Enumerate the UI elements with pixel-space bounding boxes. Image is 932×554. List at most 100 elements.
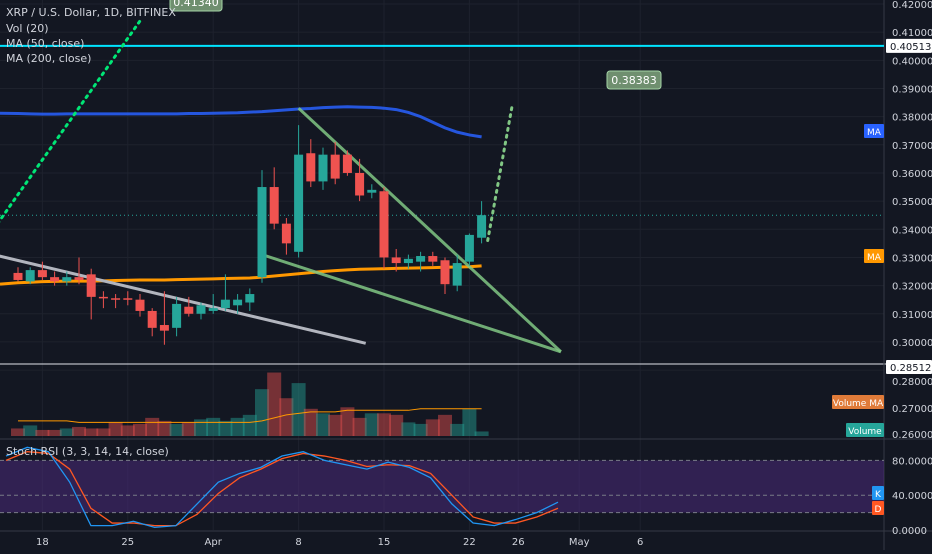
candle[interactable] [86, 268, 96, 320]
candle[interactable] [123, 291, 133, 306]
ma200-line[interactable] [0, 105, 482, 139]
volume-bar[interactable] [316, 413, 330, 436]
volume-bar[interactable] [242, 414, 257, 436]
candle[interactable] [391, 248, 401, 272]
candle[interactable] [257, 170, 267, 283]
candle[interactable] [135, 294, 145, 317]
candle[interactable] [464, 233, 474, 266]
candle[interactable] [428, 251, 438, 266]
volume-bar[interactable] [438, 414, 452, 436]
volume-bar[interactable] [84, 428, 99, 436]
candle[interactable] [172, 296, 182, 337]
candle[interactable] [318, 147, 328, 190]
stoch-rsi-d-line[interactable] [5, 451, 559, 527]
candle[interactable] [306, 139, 316, 188]
candle[interactable] [355, 158, 365, 202]
ma50-line[interactable] [0, 264, 482, 286]
volume-bar[interactable] [145, 417, 160, 436]
candle[interactable] [98, 291, 108, 309]
candle[interactable] [367, 184, 377, 199]
candle[interactable] [147, 308, 157, 337]
volume-bar[interactable] [169, 423, 184, 436]
symbol-title[interactable]: XRP / U.S. Dollar, 1D, BITFINEX [6, 6, 176, 19]
candle[interactable] [74, 257, 84, 285]
candle[interactable] [37, 261, 47, 280]
volume-bar[interactable] [279, 398, 294, 436]
ma50-axis-badge[interactable]: MA [864, 249, 884, 263]
volume-bar[interactable] [462, 408, 477, 436]
candle[interactable] [477, 201, 487, 244]
volume-axis-badge[interactable]: Volume [846, 423, 884, 437]
candle[interactable] [281, 218, 291, 255]
stoch-rsi-k-line[interactable] [5, 446, 559, 529]
volume-bar[interactable] [413, 423, 428, 436]
volume-bar[interactable] [401, 422, 416, 436]
volume-bar[interactable] [35, 429, 50, 436]
volume-bar[interactable] [328, 414, 343, 436]
volume-bar[interactable] [267, 372, 282, 436]
volume-bar[interactable] [194, 419, 208, 436]
top-price-label[interactable]: 0.41340 [169, 0, 223, 12]
candle[interactable] [25, 267, 35, 285]
candle[interactable] [184, 296, 194, 317]
ma200-axis-badge[interactable]: MA [864, 124, 884, 138]
candle[interactable] [245, 288, 255, 311]
volume-bar[interactable] [255, 389, 269, 436]
vol-indicator-label[interactable]: Vol (20) [6, 22, 49, 35]
candle[interactable] [111, 294, 121, 309]
volume-ma-axis-badge[interactable]: Volume MA [832, 395, 884, 409]
rsi-k-axis-badge[interactable]: K [872, 486, 884, 500]
candle[interactable] [196, 302, 206, 320]
volume-bar[interactable] [364, 413, 379, 436]
candle[interactable] [416, 251, 426, 272]
volume-bar[interactable] [157, 420, 172, 436]
volume-bar[interactable] [352, 417, 367, 436]
ma50-indicator-label[interactable]: MA (50, close) [6, 37, 85, 50]
volume-bar[interactable] [230, 417, 245, 436]
candle[interactable] [379, 187, 389, 269]
volume-bar[interactable] [377, 413, 391, 436]
volume-bar[interactable] [389, 414, 404, 436]
volume-bar[interactable] [303, 408, 318, 436]
target-price-label[interactable]: 0.38383 [606, 70, 662, 90]
candle[interactable] [342, 150, 352, 176]
candle[interactable] [50, 271, 60, 286]
candle[interactable] [220, 274, 230, 311]
volume-bar[interactable] [181, 422, 196, 436]
candle[interactable] [62, 271, 72, 286]
volume-bar[interactable] [47, 429, 62, 436]
volume-bar[interactable] [108, 422, 123, 436]
volume-bar[interactable] [11, 428, 25, 436]
ma200-indicator-label[interactable]: MA (200, close) [6, 52, 92, 65]
candle[interactable] [330, 141, 340, 185]
resistance-price-badge[interactable]: 0.40513 [886, 38, 932, 53]
volume-bar[interactable] [23, 425, 38, 436]
projection-up-path[interactable] [0, 19, 142, 229]
candle[interactable] [403, 254, 413, 269]
volume-bar[interactable] [120, 425, 135, 436]
candle[interactable] [294, 125, 304, 258]
wedge-trendline[interactable] [297, 107, 562, 353]
candle[interactable] [13, 267, 23, 282]
volume-bar[interactable] [291, 383, 306, 436]
candle[interactable] [208, 294, 218, 314]
volume-bar[interactable] [450, 423, 465, 436]
candle[interactable] [440, 257, 450, 295]
volume-bar[interactable] [340, 407, 355, 436]
wedge-trendline[interactable] [261, 253, 562, 354]
candle[interactable] [452, 254, 462, 292]
rsi-d-axis-badge[interactable]: D [872, 501, 884, 515]
volume-bar[interactable] [425, 419, 440, 436]
volume-bar[interactable] [474, 431, 489, 436]
volume-bar[interactable] [59, 428, 74, 436]
candle[interactable] [159, 291, 169, 345]
volume-bar[interactable] [72, 426, 86, 436]
projection-target-path[interactable] [486, 104, 514, 243]
divider-price-badge[interactable]: 0.28512 [886, 360, 932, 374]
volume-bar[interactable] [133, 423, 147, 436]
volume-bar[interactable] [206, 417, 221, 436]
descending-trendline[interactable] [0, 254, 367, 345]
volume-bar[interactable] [218, 420, 233, 436]
candle[interactable] [233, 294, 243, 314]
